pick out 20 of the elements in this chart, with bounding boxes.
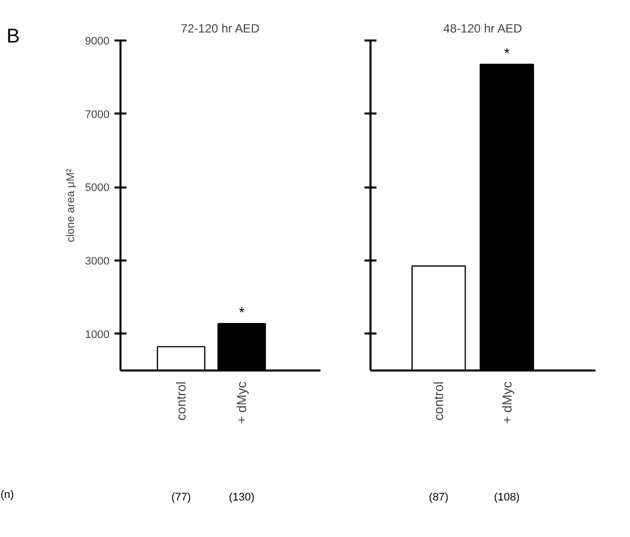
y-tick-label: 9000 <box>85 36 110 48</box>
y-tick-label: 7000 <box>85 108 110 121</box>
y-axis-title: clone area μM² <box>65 168 78 242</box>
annotation: * <box>238 304 245 320</box>
y-tick-label: 1000 <box>85 328 110 341</box>
x-tick-label: + dMyc <box>234 381 250 424</box>
x-tick-label: control <box>174 381 189 421</box>
chart-title: 48-120 hr AED <box>443 22 522 36</box>
x-tick-label: + dMyc <box>499 381 514 424</box>
text: (108) <box>494 492 520 504</box>
text: (77) <box>171 492 191 504</box>
text: (n) <box>0 488 14 501</box>
text: B <box>6 26 20 48</box>
y-tick-label: 3000 <box>85 256 110 268</box>
chart-title: 72-120 hr AED <box>180 22 260 36</box>
annotation: * <box>504 44 510 61</box>
text: (130) <box>228 492 255 504</box>
x-tick-label: control <box>431 381 446 421</box>
text: (87) <box>428 492 448 504</box>
y-tick-label: 5000 <box>85 182 110 194</box>
